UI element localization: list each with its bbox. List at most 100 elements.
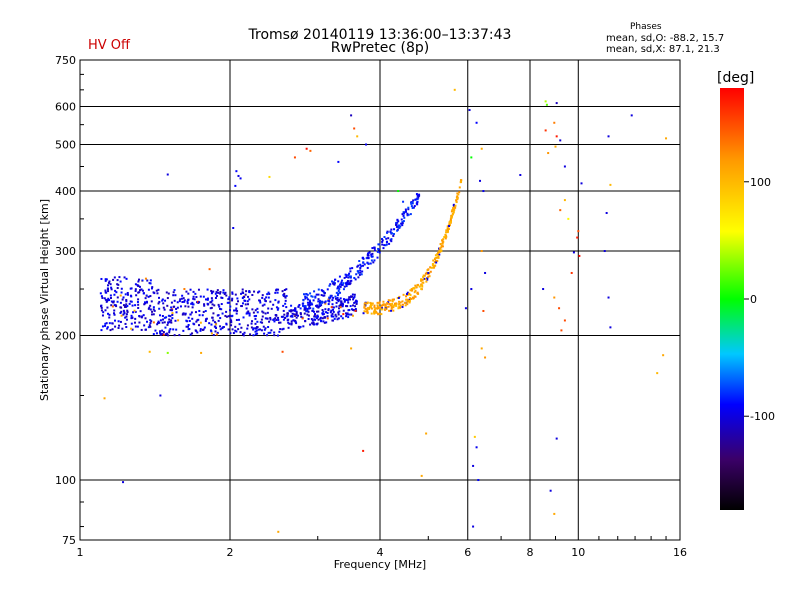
x-mode-point bbox=[421, 285, 424, 288]
x-mode-point bbox=[385, 305, 388, 308]
scatter-point bbox=[630, 114, 633, 117]
o-mode-point bbox=[285, 288, 288, 291]
o-mode-point bbox=[340, 315, 343, 318]
rising-trace-point bbox=[388, 242, 391, 245]
y-tick-label: 75 bbox=[62, 534, 76, 547]
o-mode-point bbox=[327, 298, 330, 301]
rising-trace-point bbox=[339, 291, 342, 294]
rising-trace-point bbox=[330, 294, 333, 297]
o-mode-point bbox=[125, 303, 128, 306]
o-mode-point bbox=[227, 328, 230, 331]
rising-trace-point bbox=[306, 293, 309, 296]
o-mode-point bbox=[168, 331, 171, 334]
o-mode-point bbox=[122, 313, 125, 316]
x-mode-point bbox=[366, 311, 369, 314]
o-mode-point bbox=[254, 333, 257, 336]
o-mode-point bbox=[151, 286, 154, 289]
rising-trace-point bbox=[373, 246, 376, 249]
rising-trace-point bbox=[385, 237, 388, 240]
x-mode-point bbox=[406, 293, 409, 296]
o-mode-point bbox=[140, 328, 143, 331]
x-mode-point bbox=[456, 195, 459, 198]
rising-trace-point bbox=[319, 304, 322, 307]
o-mode-point bbox=[159, 319, 162, 322]
o-mode-point bbox=[252, 334, 255, 337]
o-mode-point bbox=[142, 314, 145, 317]
o-mode-point bbox=[149, 308, 152, 311]
o-mode-point bbox=[241, 291, 244, 294]
o-mode-point bbox=[193, 323, 196, 326]
o-mode-point bbox=[166, 304, 169, 307]
o-mode-point bbox=[150, 287, 153, 290]
o-mode-point bbox=[314, 313, 317, 316]
o-mode-point bbox=[215, 291, 218, 294]
o-mode-point bbox=[131, 304, 134, 307]
o-mode-point bbox=[334, 297, 337, 300]
x-mode-point bbox=[379, 306, 382, 309]
o-mode-point bbox=[234, 329, 237, 332]
rising-trace-point bbox=[327, 299, 330, 302]
o-mode-point bbox=[152, 321, 155, 324]
o-mode-point bbox=[346, 312, 349, 315]
o-mode-point bbox=[126, 309, 129, 312]
o-mode-point bbox=[155, 289, 158, 292]
o-mode-point bbox=[227, 298, 230, 301]
o-mode-point bbox=[123, 312, 126, 315]
x-mode-point bbox=[398, 300, 401, 303]
scatter-point bbox=[576, 236, 579, 239]
o-mode-point bbox=[334, 313, 337, 316]
o-mode-point bbox=[269, 318, 272, 321]
scatter-point bbox=[464, 307, 467, 310]
o-mode-point bbox=[156, 292, 159, 295]
rising-trace-point bbox=[320, 294, 323, 297]
o-mode-point bbox=[250, 322, 253, 325]
scatter-point bbox=[603, 250, 606, 253]
o-mode-point bbox=[350, 295, 353, 298]
o-mode-point bbox=[281, 290, 284, 293]
scatter-point bbox=[554, 145, 557, 148]
x-mode-point bbox=[384, 308, 387, 311]
x-mode-point bbox=[376, 301, 379, 304]
o-mode-point bbox=[114, 289, 117, 292]
x-mode-point bbox=[375, 311, 378, 314]
x-mode-point bbox=[438, 253, 441, 256]
x-mode-point bbox=[437, 252, 440, 255]
o-mode-point bbox=[162, 306, 165, 309]
o-mode-point bbox=[350, 308, 353, 311]
o-mode-point bbox=[277, 316, 280, 319]
x-mode-point bbox=[410, 288, 413, 291]
o-mode-point bbox=[245, 290, 248, 293]
y-axis-label: Stationary phase Virtual Height [km] bbox=[38, 199, 51, 401]
o-mode-point bbox=[149, 304, 152, 307]
x-mode-point bbox=[406, 303, 409, 306]
o-mode-point bbox=[297, 305, 300, 308]
rising-trace-point bbox=[359, 269, 362, 272]
x-mode-point bbox=[399, 301, 402, 304]
x-mode-point bbox=[454, 204, 457, 207]
o-mode-point bbox=[355, 299, 358, 302]
o-mode-point bbox=[185, 325, 188, 328]
o-mode-point bbox=[264, 317, 267, 320]
rising-trace-point bbox=[345, 275, 348, 278]
rising-trace-point bbox=[317, 293, 320, 296]
o-mode-point bbox=[210, 289, 213, 292]
o-mode-point bbox=[221, 312, 224, 315]
o-mode-point bbox=[282, 294, 285, 297]
scatter-point bbox=[560, 329, 563, 332]
o-mode-point bbox=[337, 311, 340, 314]
x-mode-point bbox=[441, 239, 444, 242]
x-mode-point bbox=[450, 216, 453, 219]
rising-trace-point bbox=[337, 285, 340, 288]
o-mode-point bbox=[145, 320, 148, 323]
o-mode-point bbox=[259, 301, 262, 304]
o-mode-point bbox=[338, 304, 341, 307]
o-mode-point bbox=[126, 291, 129, 294]
o-mode-point bbox=[176, 301, 179, 304]
o-mode-point bbox=[101, 325, 104, 328]
o-mode-point bbox=[133, 309, 136, 312]
x-mode-point bbox=[426, 277, 429, 280]
rising-trace-point bbox=[333, 281, 336, 284]
rising-trace-point bbox=[389, 230, 392, 233]
scatter-point bbox=[166, 173, 169, 176]
o-mode-point bbox=[295, 316, 298, 319]
